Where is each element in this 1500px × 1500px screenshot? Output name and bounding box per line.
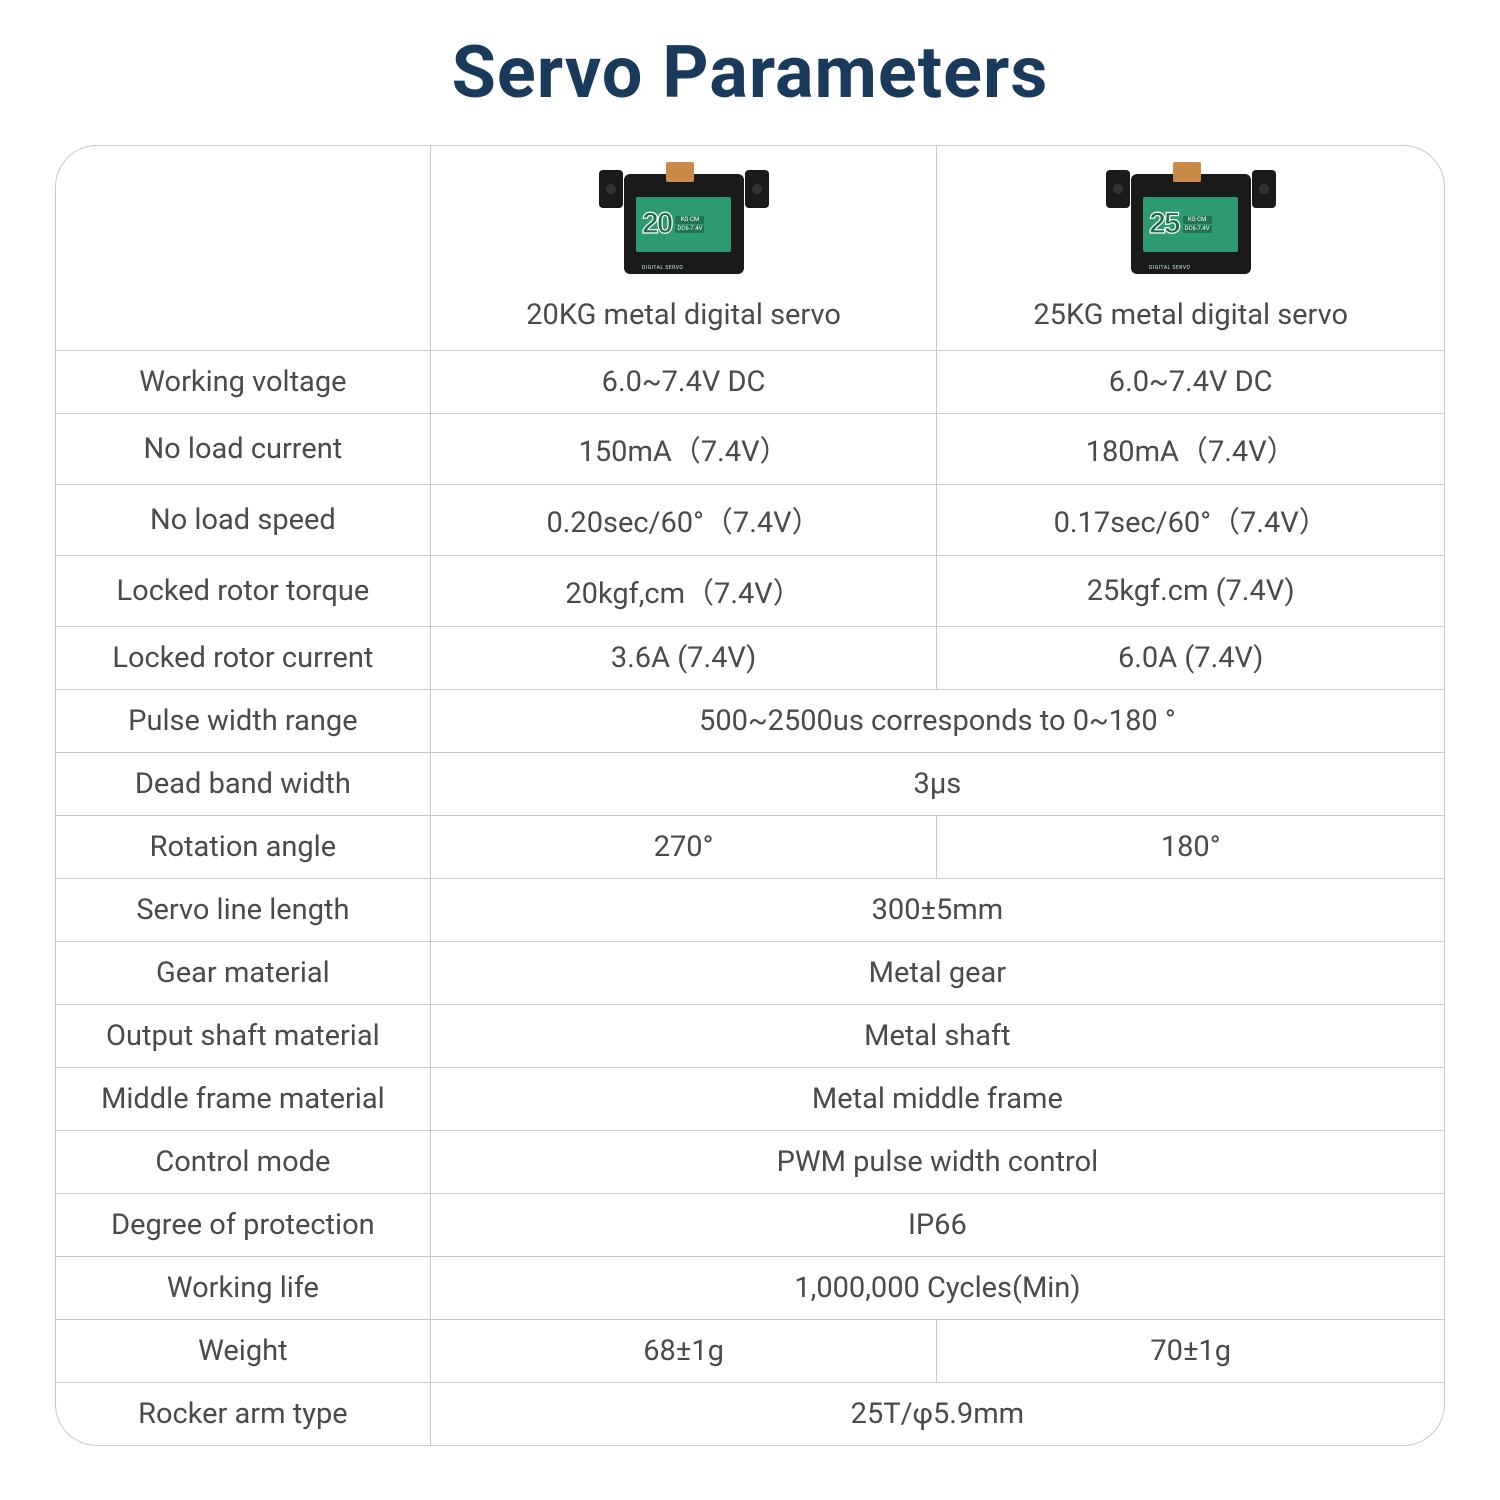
value-cell-merged: 300±5mm (431, 879, 1444, 942)
value-cell-merged: 25T/φ5.9mm (431, 1383, 1444, 1445)
param-cell: Locked rotor torque (56, 556, 431, 627)
product-image-2: 25 KG·CMDC6-7.4V DIGITAL SERVO 25KG meta… (947, 164, 1434, 332)
product-name-1: 20KG metal digital servo (526, 298, 841, 332)
spec-table: 20 KG·CMDC6-7.4V DIGITAL SERVO 20KG meta… (55, 145, 1445, 1446)
value-cell-2: 6.0A (7.4V) (937, 627, 1444, 690)
param-cell: Dead band width (56, 753, 431, 816)
table-row: Servo line length300±5mm (56, 879, 1444, 942)
param-cell: Servo line length (56, 879, 431, 942)
table-row: Control modePWM pulse width control (56, 1131, 1444, 1194)
value-cell-2: 6.0~7.4V DC (937, 351, 1444, 414)
value-cell-2: 0.17sec/60°（7.4V） (937, 485, 1444, 556)
value-cell-1: 270° (431, 816, 938, 879)
header-blank (56, 146, 431, 351)
value-cell-2: 180mA（7.4V） (937, 414, 1444, 485)
product-header-1: 20 KG·CMDC6-7.4V DIGITAL SERVO 20KG meta… (431, 146, 938, 351)
value-cell-1: 6.0~7.4V DC (431, 351, 938, 414)
value-cell-1: 68±1g (431, 1320, 938, 1383)
value-cell-2: 25kgf.cm (7.4V) (937, 556, 1444, 627)
value-cell-1: 150mA（7.4V） (431, 414, 938, 485)
product-image-1: 20 KG·CMDC6-7.4V DIGITAL SERVO 20KG meta… (441, 164, 927, 332)
param-cell: No load current (56, 414, 431, 485)
product-name-2: 25KG metal digital servo (1033, 298, 1348, 332)
param-cell: No load speed (56, 485, 431, 556)
servo-icon: 20 KG·CMDC6-7.4V DIGITAL SERVO (599, 164, 769, 284)
param-cell: Locked rotor current (56, 627, 431, 690)
value-cell-merged: Metal shaft (431, 1005, 1444, 1068)
table-row: Working life1,000,000 Cycles(Min) (56, 1257, 1444, 1320)
page-title: Servo Parameters (55, 30, 1445, 115)
value-cell-merged: IP66 (431, 1194, 1444, 1257)
table-row: Rocker arm type25T/φ5.9mm (56, 1383, 1444, 1445)
value-cell-merged: Metal gear (431, 942, 1444, 1005)
param-cell: Pulse width range (56, 690, 431, 753)
table-row: Degree of protectionIP66 (56, 1194, 1444, 1257)
value-cell-merged: PWM pulse width control (431, 1131, 1444, 1194)
servo-torque-number: 20 (642, 207, 671, 241)
table-row: Pulse width range500~2500us corresponds … (56, 690, 1444, 753)
table-row: Weight68±1g70±1g (56, 1320, 1444, 1383)
table-row: Working voltage6.0~7.4V DC6.0~7.4V DC (56, 351, 1444, 414)
table-row: Locked rotor current3.6A (7.4V)6.0A (7.4… (56, 627, 1444, 690)
param-cell: Gear material (56, 942, 431, 1005)
param-cell: Rocker arm type (56, 1383, 431, 1445)
param-cell: Control mode (56, 1131, 431, 1194)
header-row: 20 KG·CMDC6-7.4V DIGITAL SERVO 20KG meta… (56, 146, 1444, 351)
value-cell-1: 0.20sec/60°（7.4V） (431, 485, 938, 556)
value-cell-merged: Metal middle frame (431, 1068, 1444, 1131)
param-cell: Rotation angle (56, 816, 431, 879)
param-cell: Output shaft material (56, 1005, 431, 1068)
table-row: Output shaft materialMetal shaft (56, 1005, 1444, 1068)
value-cell-merged: 3μs (431, 753, 1444, 816)
table-row: Rotation angle270°180° (56, 816, 1444, 879)
table-row: Gear materialMetal gear (56, 942, 1444, 1005)
product-header-2: 25 KG·CMDC6-7.4V DIGITAL SERVO 25KG meta… (937, 146, 1444, 351)
value-cell-2: 70±1g (937, 1320, 1444, 1383)
param-cell: Working voltage (56, 351, 431, 414)
param-cell: Weight (56, 1320, 431, 1383)
table-row: Middle frame materialMetal middle frame (56, 1068, 1444, 1131)
value-cell-1: 3.6A (7.4V) (431, 627, 938, 690)
value-cell-2: 180° (937, 816, 1444, 879)
table-row: Dead band width3μs (56, 753, 1444, 816)
param-cell: Working life (56, 1257, 431, 1320)
spec-table-body: 20 KG·CMDC6-7.4V DIGITAL SERVO 20KG meta… (56, 146, 1444, 1445)
servo-icon: 25 KG·CMDC6-7.4V DIGITAL SERVO (1106, 164, 1276, 284)
table-row: No load speed0.20sec/60°（7.4V）0.17sec/60… (56, 485, 1444, 556)
table-row: Locked rotor torque20kgf,cm（7.4V）25kgf.c… (56, 556, 1444, 627)
table-row: No load current150mA（7.4V）180mA（7.4V） (56, 414, 1444, 485)
value-cell-merged: 500~2500us corresponds to 0~180 ° (431, 690, 1444, 753)
value-cell-merged: 1,000,000 Cycles(Min) (431, 1257, 1444, 1320)
servo-torque-number: 25 (1149, 207, 1178, 241)
value-cell-1: 20kgf,cm（7.4V） (431, 556, 938, 627)
param-cell: Degree of protection (56, 1194, 431, 1257)
param-cell: Middle frame material (56, 1068, 431, 1131)
